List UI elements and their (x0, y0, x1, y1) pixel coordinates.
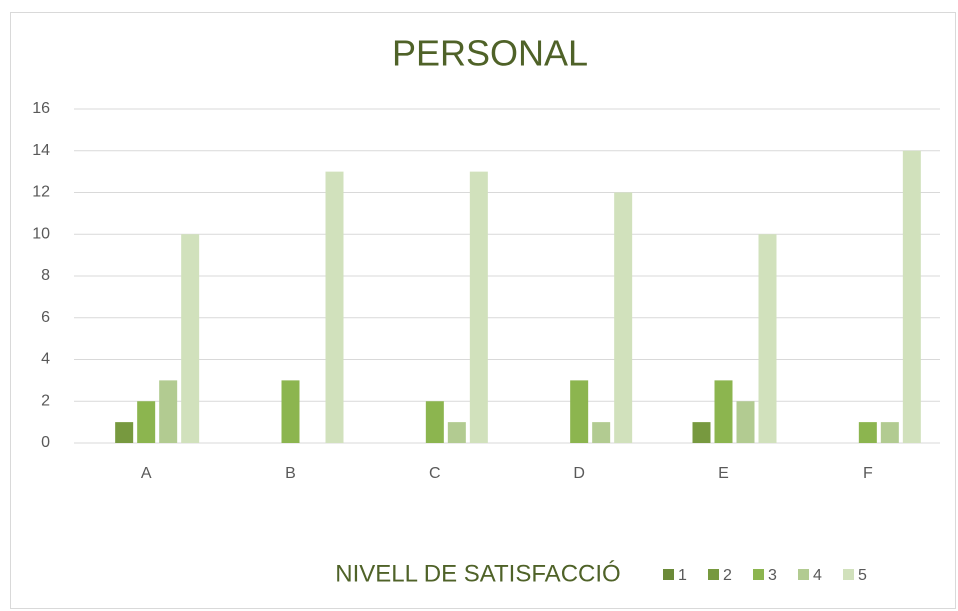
y-tick-label: 2 (41, 392, 50, 409)
y-tick-label: 16 (32, 100, 50, 117)
x-tick-label: F (863, 465, 873, 482)
bar (181, 234, 200, 443)
y-tick-label: 12 (32, 184, 50, 201)
x-tick-label: C (429, 465, 441, 482)
legend-swatch (753, 569, 764, 580)
bar (736, 401, 755, 443)
y-tick-label: 0 (41, 434, 50, 451)
legend-label: 4 (813, 567, 822, 584)
bar (447, 422, 466, 443)
bar (758, 234, 777, 443)
bar (137, 401, 156, 443)
bar (614, 192, 633, 443)
x-tick-label: E (718, 465, 729, 482)
bar (115, 422, 134, 443)
legend-swatch (663, 569, 674, 580)
legend-swatch (798, 569, 809, 580)
bar (880, 422, 899, 443)
bar (425, 401, 444, 443)
bar (159, 380, 178, 443)
bar (325, 171, 344, 443)
x-tick-label: B (285, 465, 296, 482)
chart-title: PERSONAL (392, 33, 588, 74)
bar (570, 380, 589, 443)
bar (281, 380, 300, 443)
legend-swatch (843, 569, 854, 580)
bar (902, 150, 921, 443)
legend-label: 3 (768, 567, 777, 584)
y-tick-label: 6 (41, 309, 50, 326)
y-tick-label: 8 (41, 267, 50, 284)
y-tick-label: 4 (41, 351, 50, 368)
legend-title: NIVELL DE SATISFACCIÓ (335, 560, 620, 587)
legend-label: 5 (858, 567, 867, 584)
y-tick-label: 10 (32, 225, 50, 242)
bar (592, 422, 611, 443)
bar (692, 422, 711, 443)
bar (714, 380, 733, 443)
bar (858, 422, 877, 443)
legend-label: 2 (723, 567, 732, 584)
x-tick-label: A (141, 465, 152, 482)
legend-label: 1 (678, 567, 687, 584)
y-tick-label: 14 (32, 142, 50, 159)
legend-swatch (708, 569, 719, 580)
bar (469, 171, 488, 443)
x-tick-label: D (573, 465, 585, 482)
